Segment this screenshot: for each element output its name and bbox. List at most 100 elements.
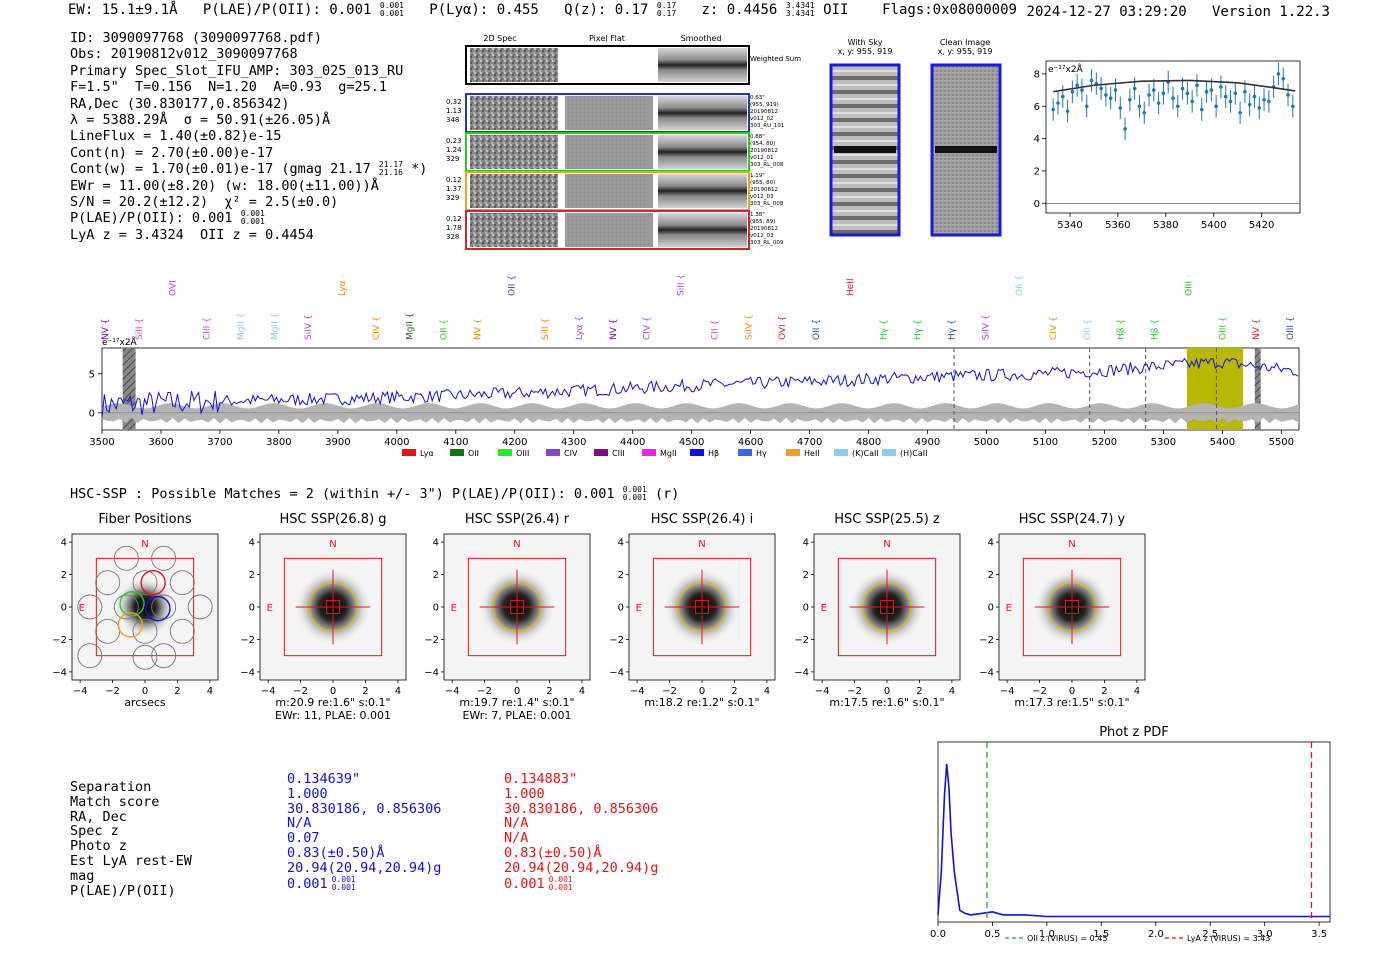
legend-swatch xyxy=(642,449,656,456)
match-table-cell: Est LyA rest-EW xyxy=(70,852,192,869)
match-table-cell: N/A xyxy=(287,815,312,832)
zoom-point xyxy=(1156,101,1161,105)
info-radec: RA,Dec (30.830177,0.856342) xyxy=(70,95,290,112)
phot-z-pdf-chart: Phot z PDF 0.0 0.5 1.0 1.5 2.0 2.5 3.0 3.5 OII z… xyxy=(930,725,1331,943)
detection-info: ID: 3090097768 (3090097768.pdf) Obs: 2019… xyxy=(70,30,427,243)
spec2d-row-meta: 303_RL_008 xyxy=(750,201,784,207)
legend-label: Lyα xyxy=(420,449,434,458)
spectrum-ytick-label: 0 xyxy=(89,408,95,419)
spec2d-row-stat: 0.12 xyxy=(446,176,462,184)
cutout-ytick-label: 4 xyxy=(433,538,439,549)
zoom-point xyxy=(1267,99,1271,104)
cutout-caption-line1: m:17.3 re:1.5" s:0.1" xyxy=(1014,696,1130,709)
fiber-circle xyxy=(132,570,158,596)
spec2d-row-meta: 303_RU_101 xyxy=(750,123,784,129)
spec2d-row-meta: (955, 89) xyxy=(750,219,775,225)
emission-line-label: SiIV { xyxy=(744,314,754,340)
legend-swatch xyxy=(786,449,800,456)
spectrum-content: 3500 3600 3700 3800 3900 4000 4100 4200 4300 4400… xyxy=(89,348,1299,448)
header-qz-sup: 0.17 xyxy=(656,1,677,10)
cutout-xtick-label: 0 xyxy=(1069,686,1075,697)
fiber-circle xyxy=(169,618,195,644)
spectrum-xtick-label: 4100 xyxy=(443,437,468,448)
spectrum-xtick-label: 5200 xyxy=(1092,437,1117,448)
info-contw-text: Cont(w) = 1.70(±0.01)e-17 (gmag 21.17 xyxy=(70,161,371,178)
legend-swatch xyxy=(498,449,512,456)
emission-line-label: NV { xyxy=(1252,319,1262,340)
cutout-ytick-label: 2 xyxy=(988,570,994,581)
legend-label: MgII xyxy=(660,449,677,458)
header-version: Version 1.22.3 xyxy=(1211,4,1330,20)
legend-swatch xyxy=(594,449,608,456)
cutout-caption-line1: m:18.2 re:1.2" s:0.1" xyxy=(644,696,760,709)
info-plae-text: P(LAE)/P(OII): 0.001 xyxy=(70,210,233,227)
info-obs: Obs: 20190812v012_3090097768 xyxy=(70,46,298,63)
spec2d-row-stat: 1.24 xyxy=(446,146,462,154)
legend-swatch xyxy=(690,449,704,456)
east-label: E xyxy=(79,603,85,614)
emission-line-labels: NV {SiII {OVI {CIII {MgII {MgII {SiIV {L… xyxy=(101,276,1296,340)
north-label: N xyxy=(883,539,890,550)
header-qz-sub: 0.17 xyxy=(656,9,677,18)
zoom-ytick-label: 6 xyxy=(1034,102,1040,113)
east-label: E xyxy=(267,603,273,614)
aperture-box xyxy=(1022,557,1122,657)
pdf-legend-label: OII z (VIRUS) = 0.45 xyxy=(1027,934,1107,943)
zoom-point xyxy=(1257,106,1262,110)
header-z-sup: 3.4341 xyxy=(785,1,815,10)
fiber-circle xyxy=(132,618,158,644)
spectrum-xtick-label: 3600 xyxy=(148,437,173,448)
pdf-xtick-label: 3.5 xyxy=(1311,929,1327,940)
cutout-title: HSC SSP(26.4) i xyxy=(650,512,754,527)
zoom-point xyxy=(1056,101,1060,105)
cutout-ytick-label: 4 xyxy=(61,538,67,549)
cutout-xtick-label: 4 xyxy=(1134,686,1140,697)
north-label: N xyxy=(1068,539,1075,550)
cutout-xtick-label: 4 xyxy=(764,686,770,697)
spec2d-row-stat: 0.23 xyxy=(446,137,462,145)
spec2d-row-smoothed xyxy=(658,96,747,130)
match-table-cell: 1.000 xyxy=(287,785,328,802)
cutout-ytick-label: 0 xyxy=(433,603,439,614)
spectrum-xtick-label: 4000 xyxy=(384,437,409,448)
zoom-point xyxy=(1228,99,1233,104)
match-table-cell: 20.94(20.94,20.94)g xyxy=(287,859,442,876)
cutout-caption-line1: arcsecs xyxy=(124,696,166,709)
emission-line-label: CIV { xyxy=(1049,316,1059,340)
spec2d-row-meta: 1.19" xyxy=(750,173,765,179)
fiber-circle xyxy=(95,570,121,596)
fiber-circle xyxy=(151,643,177,669)
zoom-point xyxy=(1128,98,1132,102)
info-contw: Cont(w) = 1.70(±0.01)e-17 (gmag 21.17 21… xyxy=(70,160,427,178)
cutout-ytick-label: 0 xyxy=(988,603,994,614)
fiber-positions-plot: N E 4 2 0 −2 −4 −4 −2 0 2 4 xyxy=(52,533,219,697)
match-table-cell: 0.134639" xyxy=(287,771,361,787)
zoom-point xyxy=(1238,110,1242,115)
zoom-point xyxy=(1099,86,1103,91)
pdf-curve xyxy=(937,763,1330,918)
zoom-point xyxy=(1051,107,1055,112)
info-contw-sup: 21.17 xyxy=(378,160,403,170)
fiber-circle xyxy=(113,594,139,620)
legend-label: CIII xyxy=(612,449,625,458)
header-date: 2024-12-27 03:29:20 xyxy=(1026,4,1187,20)
match-table-cell: 0.001 0.001 0.001 xyxy=(287,874,356,892)
zoom-point xyxy=(1243,89,1247,94)
legend-label: (K)CaII xyxy=(852,449,879,458)
pdf-legend-label: LyA z (VIRUS) = 3.43 xyxy=(1187,934,1270,943)
cutout-caption-line2: EWr: 11, PLAE: 0.001 xyxy=(274,709,392,722)
hsc-title-sup: 0.001 xyxy=(622,485,647,494)
legend-swatch xyxy=(834,449,848,456)
spectrum-trace xyxy=(101,357,1299,418)
zoom-point xyxy=(1161,91,1166,96)
match-1-column: 0.134639" 1.000 30.830186, 0.856306 N/A 0.07… xyxy=(287,772,441,894)
zoom-xtick-label: 5380 xyxy=(1153,220,1178,231)
zoom-point xyxy=(1185,91,1190,96)
cutout-caption-line1: m:20.9 re:1.6" s:0.1" xyxy=(275,696,391,709)
spec2d-row-smoothed xyxy=(658,135,747,169)
spectrum-xtick-label: 5400 xyxy=(1210,437,1235,448)
aperture-box xyxy=(652,557,752,657)
pdf-content: 0.0 0.5 1.0 1.5 2.0 2.5 3.0 3.5 OII z (VIRUS) = … xyxy=(930,742,1330,943)
emission-line-label: OII { xyxy=(440,319,450,340)
